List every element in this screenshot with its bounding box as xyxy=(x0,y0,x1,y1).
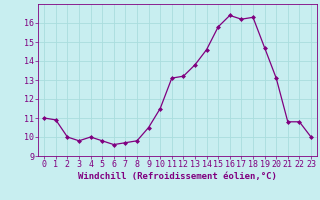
X-axis label: Windchill (Refroidissement éolien,°C): Windchill (Refroidissement éolien,°C) xyxy=(78,172,277,181)
